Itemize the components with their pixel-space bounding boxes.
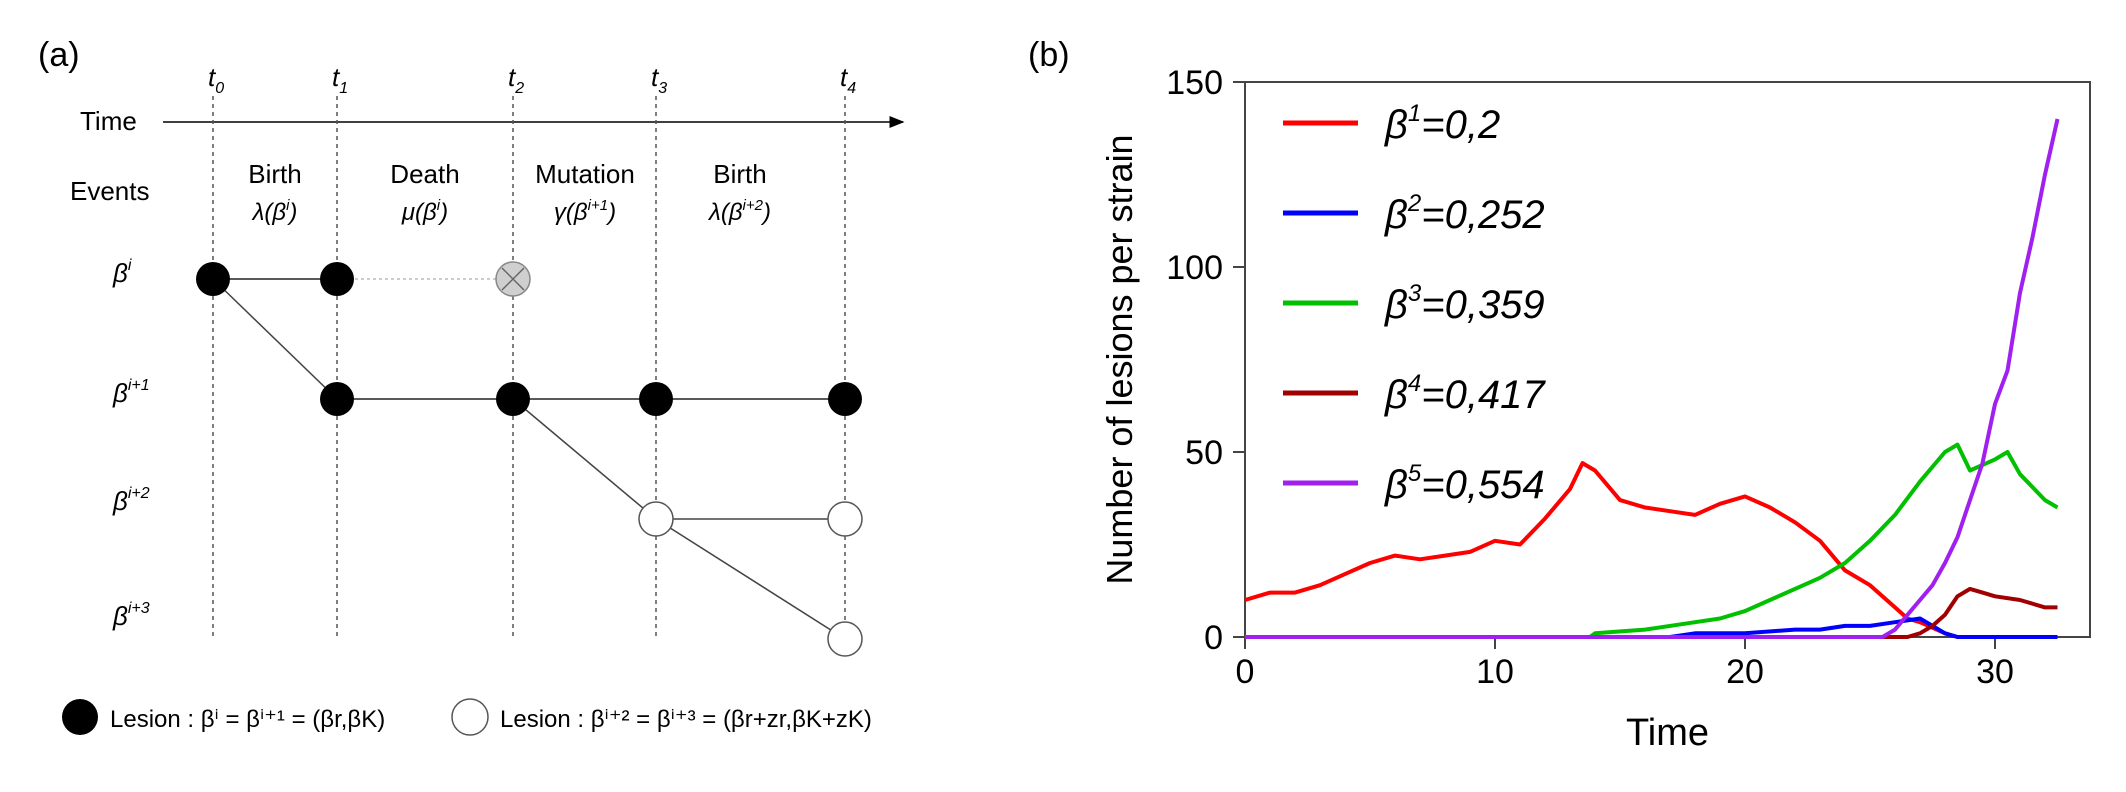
legend-label: β2=0,252 [1384,190,1545,237]
strain-label: βi+2 [112,485,150,516]
legend-label: β4=0,417 [1384,370,1546,417]
legend-label: β1=0,2 [1384,100,1500,147]
series-line [1245,586,2058,639]
series-line [1244,461,1959,639]
y-tick-label: 150 [1166,64,1223,102]
strain-label: βi+3 [112,600,150,631]
time-tick: t0 [208,62,224,640]
lesion-node-open [827,621,863,657]
x-tick-label: 20 [1726,653,1764,691]
lineage-line [212,278,338,400]
lineage-line [512,398,657,520]
svg-text:Birth: Birth [713,159,766,189]
lesion-node-filled [828,382,862,416]
legend-filled-lesion-text: Lesion : βⁱ = βⁱ⁺¹ = (βr,βK) [110,706,385,733]
svg-text:γ(βi+1): γ(βi+1) [554,197,616,226]
lesion-node-filled [196,262,230,296]
event-mutation: Mutation γ(βi+1) [535,159,635,226]
svg-text:Birth: Birth [248,159,301,189]
event-death: Death μ(βi) [390,159,459,226]
svg-text:t2: t2 [508,62,524,97]
panel-b-label: (b) [1028,36,1070,74]
legend-open-lesion-icon [451,698,489,736]
svg-text:λ(βi): λ(βi) [251,197,298,226]
legend-label: β5=0,554 [1384,460,1545,507]
lesion-node-filled [639,382,673,416]
svg-text:t0: t0 [208,62,224,97]
lesion-node-open [827,501,863,537]
legend-open-lesion-text: Lesion : βⁱ⁺² = βⁱ⁺³ = (βr+zr,βK+zK) [500,706,872,733]
time-tick: t2 [508,62,524,640]
lesion-node-dead [495,261,531,297]
time-tick: t1 [332,62,348,640]
svg-text:λ(βi+2): λ(βi+2) [707,197,771,226]
svg-text:μ(βi): μ(βi) [401,197,448,226]
x-tick-label: 0 [1236,653,1255,691]
y-axis-label: Number of lesions per strain [1099,134,1140,584]
svg-text:t4: t4 [840,62,856,97]
time-tick: t3 [651,62,667,640]
event-birth-2: Birth λ(βi+2) [707,159,771,226]
x-tick-label: 30 [1976,653,2014,691]
svg-text:Death: Death [390,159,459,189]
event-birth-1: Birth λ(βi) [248,159,301,226]
legend-label: β3=0,359 [1384,280,1545,327]
plot-frame [1244,81,2091,638]
series-line [1245,616,2058,639]
svg-text:Mutation: Mutation [535,159,635,189]
y-tick-label: 50 [1185,434,1223,472]
y-tick-label: 100 [1166,249,1223,287]
series-line [1245,442,2059,639]
lesion-node-filled [320,382,354,416]
time-axis-label: Time [80,106,137,136]
lesion-node-filled [496,382,530,416]
y-tick-label: 0 [1204,619,1223,657]
lesion-node-open [638,501,674,537]
svg-text:t1: t1 [332,62,348,97]
x-axis-label: Time [1626,712,1709,754]
series-line [1245,118,2060,639]
time-tick: t4 [840,62,856,640]
x-tick-label: 10 [1476,653,1514,691]
legend-filled-lesion-icon [62,699,98,735]
svg-text:t3: t3 [651,62,667,97]
strain-label: βi [112,257,132,288]
lineage-line [655,518,846,640]
event-diagram: (a) Time Events t0 t1 t2 t3 t4 Birth λ(β… [38,36,905,736]
events-row-label: Events [70,176,150,206]
panel-a-label: (a) [38,36,80,74]
strain-label: βi+1 [112,377,150,408]
lesion-node-filled [320,262,354,296]
